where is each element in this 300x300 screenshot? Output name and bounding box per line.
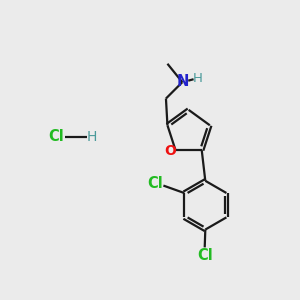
Text: N: N: [177, 74, 189, 89]
Text: H: H: [193, 72, 203, 85]
Text: O: O: [164, 144, 176, 158]
Text: Cl: Cl: [49, 129, 64, 144]
Text: Cl: Cl: [197, 248, 213, 263]
Text: Cl: Cl: [147, 176, 163, 191]
Text: H: H: [87, 130, 97, 144]
